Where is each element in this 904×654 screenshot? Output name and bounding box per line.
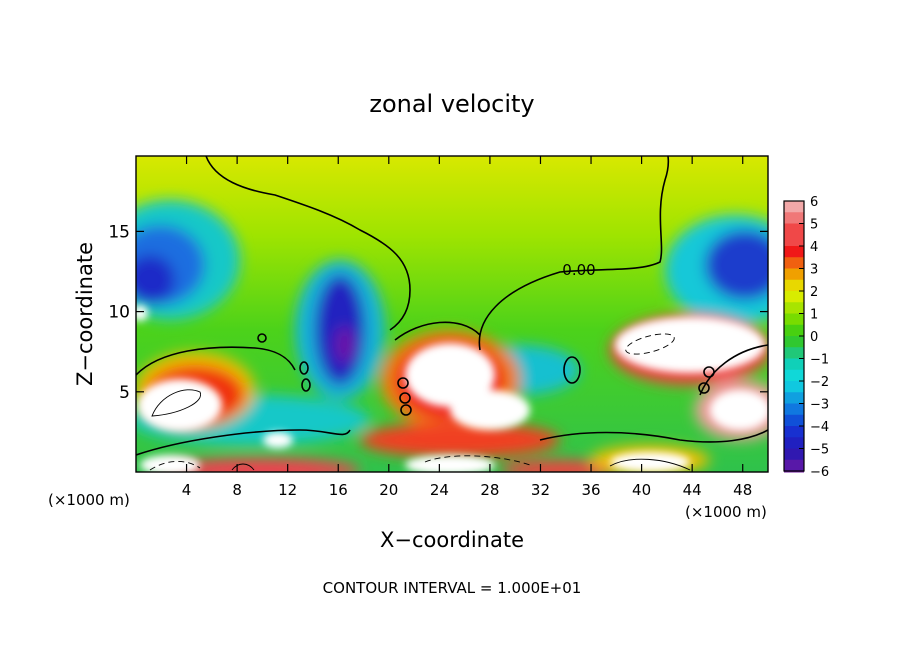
x-tick-label: 24 <box>430 481 449 499</box>
heatmap-field <box>136 156 768 472</box>
colorbar-tick-label: 6 <box>810 195 818 210</box>
colorbar-band <box>784 392 804 404</box>
colorbar-band <box>784 403 804 416</box>
colorbar-band <box>784 268 804 281</box>
contour-interval-note: CONTOUR INTERVAL = 1.000E+01 <box>323 579 582 597</box>
colorbar-tick-label: −2 <box>810 375 829 390</box>
colorbar-band <box>784 381 804 393</box>
x-tick-label: 32 <box>531 481 550 499</box>
x-tick-label: 16 <box>329 481 348 499</box>
x-tick-label: 40 <box>632 481 651 499</box>
x-tick-label: 28 <box>480 481 499 499</box>
colorbar-band <box>784 369 804 382</box>
colorbar-band <box>784 336 804 348</box>
colorbar-band <box>784 291 804 303</box>
x-tick-label: 36 <box>581 481 600 499</box>
y-axis-label: Z−coordinate <box>73 242 97 386</box>
colorbar-band <box>784 302 804 314</box>
colorbar-band <box>784 347 804 359</box>
colorbar-band <box>784 414 804 427</box>
colorbar-tick-label: −3 <box>810 398 829 413</box>
colorbar-tick-label: 1 <box>810 308 818 323</box>
colorbar-tick-label: 0 <box>810 330 818 345</box>
colorbar-band <box>784 313 804 326</box>
x-tick-label: 4 <box>182 481 192 499</box>
colorbar-tick-label: −5 <box>810 443 829 458</box>
colorbar-tick-label: −4 <box>810 420 829 435</box>
x-axis-unit-left: (×1000 m) <box>48 491 130 509</box>
x-tick-label: 20 <box>379 481 398 499</box>
colorbar-band <box>784 459 804 472</box>
x-tick-label: 12 <box>278 481 297 499</box>
colorbar-band <box>784 324 804 337</box>
colorbar-band <box>784 212 804 224</box>
colorbar-band <box>784 471 804 473</box>
colorbar-band <box>784 257 804 269</box>
colorbar-tick-label: 3 <box>810 263 818 278</box>
colorbar-band <box>784 279 804 292</box>
colorbar-band <box>784 448 804 461</box>
colorbar-band <box>784 246 804 258</box>
x-tick-label: 8 <box>232 481 242 499</box>
colorbar: 6 5 4 3 2 1 0 −1 −2 −3 −4 −5 −6 <box>783 195 829 480</box>
colorbar-band <box>784 437 804 449</box>
colorbar-tick-label: 4 <box>810 240 818 255</box>
x-tick-label: 44 <box>683 481 702 499</box>
colorbar-tick-label: −1 <box>810 353 829 368</box>
x-tick-label: 48 <box>733 481 752 499</box>
colorbar-bands <box>784 201 804 473</box>
colorbar-tick-label: −6 <box>810 465 829 480</box>
plot-frame <box>135 155 769 473</box>
y-tick-label: 5 <box>119 383 130 403</box>
colorbar-band <box>784 223 804 247</box>
colorbar-tick-label: 5 <box>810 218 818 233</box>
colorbar-band <box>784 358 804 371</box>
x-axis-ticks: 4 8 12 16 20 24 28 32 36 40 44 48 <box>182 156 752 499</box>
colorbar-tick-label: 2 <box>810 285 818 300</box>
contour-label: 0.00 <box>562 261 595 279</box>
colorbar-ticks: 6 5 4 3 2 1 0 −1 −2 −3 −4 −5 −6 <box>799 195 829 480</box>
y-axis-ticks: 5 10 15 <box>108 222 768 403</box>
y-tick-label: 15 <box>108 222 130 242</box>
chart-title: zonal velocity <box>369 90 534 118</box>
x-axis-label: X−coordinate <box>380 528 524 552</box>
colorbar-band <box>784 201 804 213</box>
x-axis-unit-right: (×1000 m) <box>685 503 767 521</box>
y-tick-label: 10 <box>108 303 130 323</box>
colorbar-band <box>784 426 804 438</box>
